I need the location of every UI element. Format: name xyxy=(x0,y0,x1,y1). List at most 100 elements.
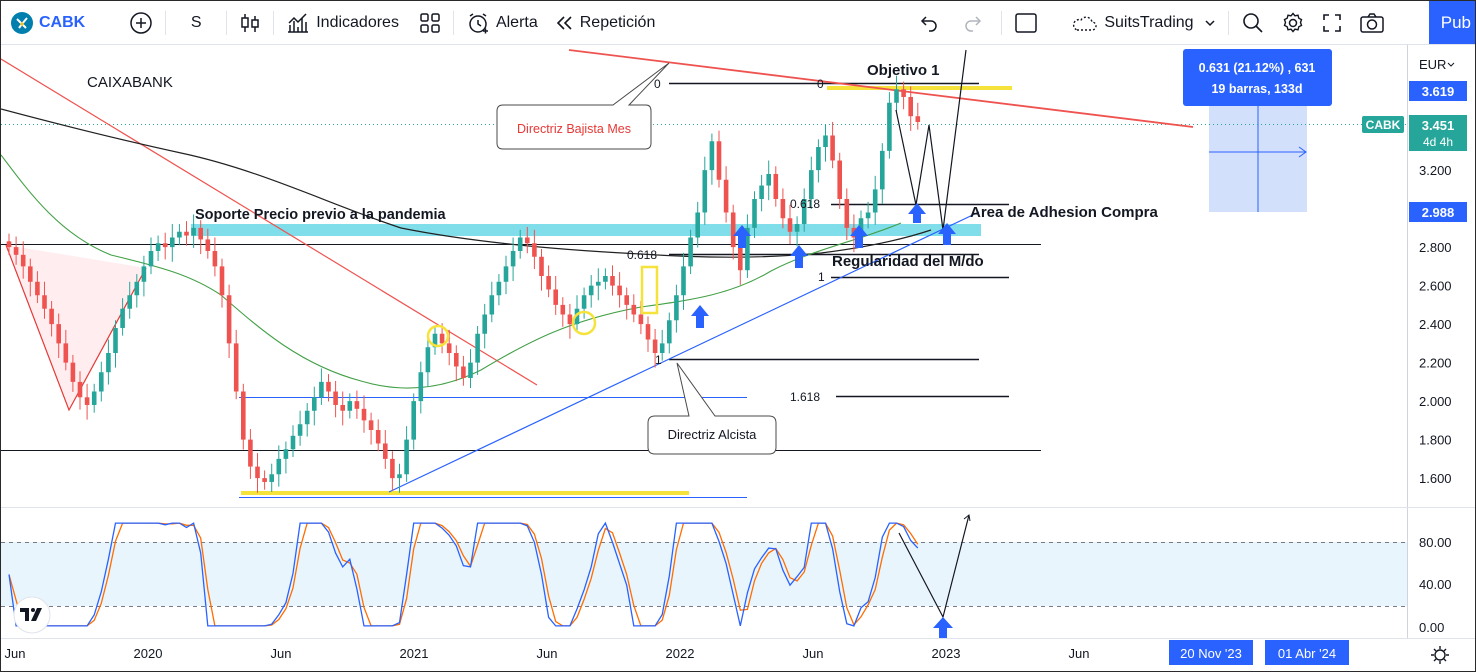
candle-body xyxy=(283,449,289,459)
toolbar-divider xyxy=(165,10,167,35)
candle-body xyxy=(901,89,906,97)
expand-icon xyxy=(1321,12,1343,34)
current-price-label xyxy=(1409,115,1467,151)
fib-label: 0.618 xyxy=(627,248,657,262)
callout-alcista[interactable]: Directriz Alcista xyxy=(647,362,777,455)
time-axis[interactable]: Jun 2020 Jun 2021 Jun 2022 Jun 2023 Jun xyxy=(5,646,1090,661)
candle-body xyxy=(439,333,445,344)
uptrend-line[interactable] xyxy=(388,211,980,493)
toolbar-divider xyxy=(452,10,454,35)
replay-button[interactable]: Repetición xyxy=(546,1,664,44)
cloud-icon xyxy=(1070,13,1098,33)
candle-body xyxy=(347,401,353,411)
candle-body xyxy=(539,256,544,276)
publish-label: Pub xyxy=(1440,12,1471,32)
candle-body xyxy=(205,239,211,251)
compare-symbol-button[interactable] xyxy=(121,1,161,44)
fullscreen-toggle-button[interactable] xyxy=(1006,1,1046,44)
time-tick: 2023 xyxy=(932,646,961,661)
toolbar-divider xyxy=(226,10,228,35)
candle-body xyxy=(496,281,502,296)
candle-body xyxy=(645,324,651,340)
search-button[interactable] xyxy=(1233,1,1273,44)
camera-icon xyxy=(1359,12,1385,34)
projection-arrowhead-icon xyxy=(963,514,971,522)
candle-body xyxy=(106,353,111,373)
candle-body xyxy=(170,237,175,248)
candle-body xyxy=(588,285,594,296)
candle-body xyxy=(219,266,225,296)
settings-button[interactable] xyxy=(1273,1,1313,44)
candle-body xyxy=(120,308,125,328)
symbol-search-button[interactable]: CABK xyxy=(1,1,93,44)
fib-label: 1 xyxy=(818,270,825,284)
candle-body xyxy=(816,147,821,171)
fib-label: 0 xyxy=(817,77,824,91)
ma-50-line xyxy=(1,154,902,389)
candle-body xyxy=(248,439,253,467)
osc-tick: 0.00 xyxy=(1419,620,1444,635)
candle-body xyxy=(794,224,800,232)
candle-body xyxy=(233,343,239,392)
candle-body xyxy=(354,401,360,409)
candle-body xyxy=(510,250,516,267)
oscillator-band xyxy=(1,542,1407,606)
search-icon xyxy=(1241,11,1265,35)
publish-button[interactable]: Pub xyxy=(1429,1,1475,44)
callout-bajista[interactable]: Directriz Bajista Mes xyxy=(496,62,670,150)
projection-path xyxy=(895,49,967,231)
layout-name-button[interactable]: SuitsTrading xyxy=(1062,1,1223,44)
chart-type-button[interactable] xyxy=(231,1,269,44)
interval-button[interactable]: S xyxy=(170,1,222,44)
candle-body xyxy=(553,289,558,305)
candle-body xyxy=(688,237,693,267)
candle-body xyxy=(198,227,203,240)
candle-body xyxy=(184,231,189,236)
indicators-icon xyxy=(286,12,310,34)
objective-bar xyxy=(827,86,1012,90)
indicators-label: Indicadores xyxy=(316,13,399,31)
callout-alcista-text: Directriz Alcista xyxy=(668,427,758,442)
date-range-end-text: 01 Abr '24 xyxy=(1278,646,1336,661)
currency-label[interactable]: EUR xyxy=(1419,57,1446,72)
candle-body xyxy=(411,401,416,440)
time-tick: Jun xyxy=(1069,646,1090,661)
candle-body xyxy=(56,324,61,344)
candle-body xyxy=(596,281,601,286)
symbol-title: CAIXABANK xyxy=(87,74,173,91)
candle-body xyxy=(617,285,622,296)
candle-body xyxy=(709,141,715,171)
candles xyxy=(6,75,921,493)
time-tick: Jun xyxy=(5,646,26,661)
layouts-button[interactable] xyxy=(411,1,449,44)
candle-body xyxy=(823,135,828,148)
alert-button[interactable]: Alerta xyxy=(458,1,546,44)
candle-body xyxy=(638,314,644,325)
fullscreen-button[interactable] xyxy=(1313,1,1351,44)
highlight-circle xyxy=(571,310,597,336)
candle-body xyxy=(738,247,743,271)
price-label-bottom xyxy=(1409,202,1467,222)
toolbar-divider xyxy=(1227,10,1229,35)
indicators-button[interactable]: Indicadores xyxy=(278,1,407,44)
chart-area[interactable]: Directriz Bajista Mes Directriz Alcista … xyxy=(1,45,1475,671)
undo-button[interactable] xyxy=(909,1,947,44)
candle-body xyxy=(212,250,218,267)
redo-button[interactable] xyxy=(955,1,993,44)
tradingview-logo-icon[interactable] xyxy=(13,596,51,634)
snapshot-button[interactable] xyxy=(1351,1,1393,44)
candle-body xyxy=(631,304,637,315)
candle-body xyxy=(397,474,402,479)
layout-name-label: SuitsTrading xyxy=(1104,13,1194,31)
candle-body xyxy=(574,308,580,325)
candle-body xyxy=(148,250,154,267)
monthly-downtrend-line[interactable] xyxy=(568,49,1194,128)
candle-body xyxy=(241,391,246,440)
oscillator-buy-arrow xyxy=(933,617,953,638)
price-tick: 2.000 xyxy=(1419,394,1452,409)
candle-body xyxy=(532,243,537,257)
candle-body xyxy=(255,466,260,479)
candle-body xyxy=(70,362,76,382)
price-tick: 2.200 xyxy=(1419,356,1452,371)
time-axis-settings-button[interactable] xyxy=(1431,646,1449,664)
